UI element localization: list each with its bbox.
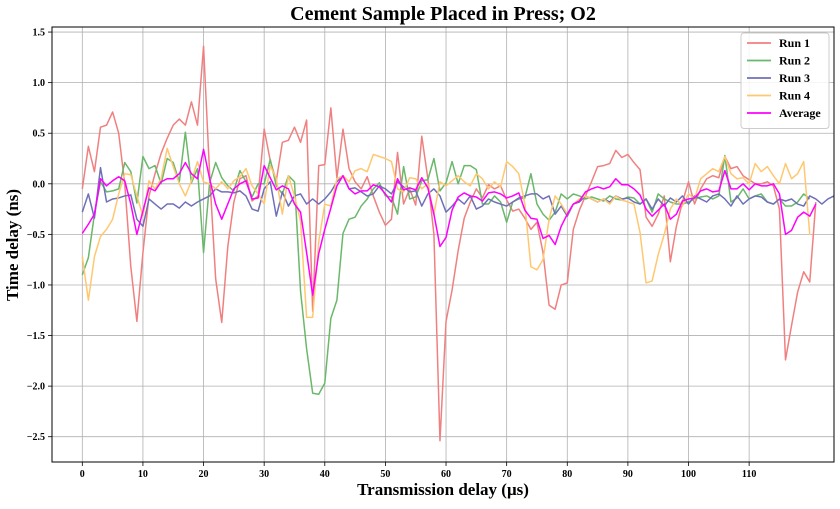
y-tick-label: 1.5 <box>33 28 46 39</box>
chart-title: Cement Sample Placed in Press; O2 <box>290 3 596 25</box>
x-tick-label: 90 <box>623 469 633 480</box>
legend-label: Run 4 <box>779 89 810 103</box>
legend-label: Run 2 <box>779 54 810 68</box>
y-tick-label: −1.0 <box>27 280 45 291</box>
x-tick-label: 0 <box>80 469 85 480</box>
series-line-run-3 <box>81 166 835 228</box>
x-tick-label: 40 <box>320 469 330 480</box>
x-tick-label: 80 <box>562 469 572 480</box>
series-line-run-2 <box>81 131 811 395</box>
y-tick-label: −1.5 <box>27 331 45 342</box>
x-tick-label: 10 <box>138 469 148 480</box>
x-tick-label: 70 <box>502 469 512 480</box>
y-tick-label: −2.5 <box>27 432 45 443</box>
x-tick-label: 60 <box>441 469 451 480</box>
x-tick-label: 30 <box>259 469 269 480</box>
x-tick-label: 110 <box>742 469 756 480</box>
y-tick-label: −2.0 <box>27 382 45 393</box>
legend-label: Run 1 <box>779 36 810 50</box>
y-tick-label: 1.0 <box>33 78 46 89</box>
legend: Run 1 Run 2 Run 3 Run 4 Average <box>740 32 830 129</box>
legend-label: Average <box>779 106 821 120</box>
series-line-run-4 <box>81 147 811 319</box>
series-lines <box>81 45 835 442</box>
x-tick-label: 100 <box>681 469 696 480</box>
x-tick-label: 20 <box>199 469 209 480</box>
series-line-average <box>81 148 817 296</box>
x-axis-ticks: 0 10 20 30 40 50 60 70 80 90 100 110 <box>80 462 756 480</box>
y-tick-label: 0.5 <box>33 129 46 140</box>
y-tick-label: −0.5 <box>27 230 45 241</box>
plot-area <box>52 27 834 462</box>
legend-label: Run 3 <box>779 71 810 85</box>
plot-frame <box>51 26 835 463</box>
legend-box <box>740 32 830 129</box>
y-axis-ticks: −2.5 −2.0 −1.5 −1.0 −0.5 0.0 0.5 1.0 1.5 <box>27 28 52 443</box>
y-axis-label: Time delay (ns) <box>3 188 22 302</box>
x-tick-label: 50 <box>380 469 390 480</box>
x-axis-label: Transmission delay (μs) <box>357 480 529 499</box>
y-tick-label: 0.0 <box>33 179 46 190</box>
